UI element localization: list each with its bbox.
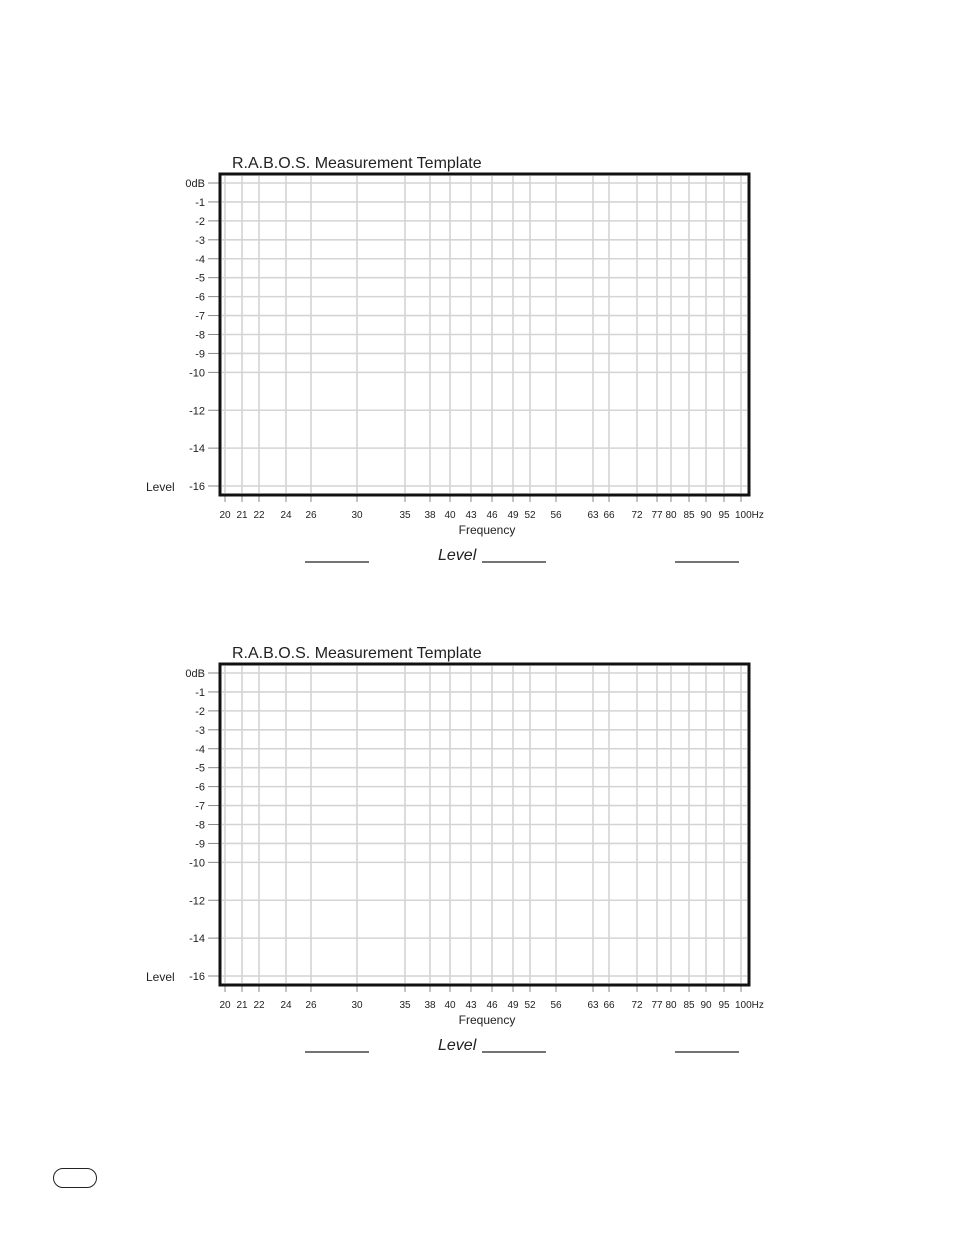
- x-tick-label: 90: [700, 510, 712, 521]
- x-tick-label: 80: [665, 1000, 677, 1011]
- x-tick-label: 63: [587, 510, 599, 521]
- x-tick-label: 30: [351, 1000, 363, 1011]
- rabos-chart-2: R.A.B.O.S. Measurement Template 0dB -1 -2 -3…: [146, 645, 764, 1054]
- x-tick-label: 30: [351, 510, 363, 521]
- y-axis-label: Level: [146, 970, 175, 984]
- rabos-template-2: R.A.B.O.S. Measurement Template 0dB -1 -2 -3…: [0, 635, 954, 1075]
- x-tick-label: 43: [465, 510, 477, 521]
- x-tick-label: 46: [486, 1000, 498, 1011]
- x-tick-label: 40: [444, 510, 456, 521]
- y-tick-label: -7: [195, 311, 205, 323]
- x-tick-label: 90: [700, 1000, 712, 1011]
- x-tick-label: 22: [253, 1000, 265, 1011]
- x-tick-label: 26: [305, 1000, 317, 1011]
- y-tick-label: -2: [195, 706, 205, 718]
- y-tick-label: 0dB: [185, 178, 205, 190]
- y-tick-label: -3: [195, 725, 205, 737]
- x-axis-label: Frequency: [459, 1013, 516, 1027]
- x-tick-label: 22: [253, 510, 265, 521]
- x-tick-label: 95: [718, 1000, 730, 1011]
- y-tick-label: 0dB: [185, 668, 205, 680]
- x-tick-label: 85: [683, 510, 695, 521]
- y-tick-label: -16: [189, 971, 205, 983]
- x-tick-label: 72: [631, 1000, 643, 1011]
- x-tick-label: 21: [236, 1000, 248, 1011]
- y-tick-label: -10: [189, 857, 205, 869]
- x-tick-label: 40: [444, 1000, 456, 1011]
- x-tick-label: 66: [603, 1000, 615, 1011]
- x-tick-label: 66: [603, 510, 615, 521]
- x-tick-label: 26: [305, 510, 317, 521]
- x-tick-label: 56: [550, 1000, 562, 1011]
- y-tick-label: -9: [195, 348, 205, 360]
- x-tick-label: 38: [424, 510, 436, 521]
- x-tick-label: 24: [280, 1000, 292, 1011]
- x-tick-label: 52: [524, 1000, 536, 1011]
- x-tick-label: 43: [465, 1000, 477, 1011]
- gridlines: [208, 176, 747, 502]
- x-tick-label: 21: [236, 510, 248, 521]
- y-tick-label: -4: [195, 744, 205, 756]
- x-tick-label: 80: [665, 510, 677, 521]
- y-tick-label: -16: [189, 481, 205, 493]
- y-tick-label: -4: [195, 254, 205, 266]
- x-tick-label: 52: [524, 510, 536, 521]
- y-tick-label: -9: [195, 838, 205, 850]
- y-tick-label: -1: [195, 197, 205, 209]
- plot-frame: [218, 172, 751, 497]
- y-tick-label: -12: [189, 895, 205, 907]
- x-tick-label: 85: [683, 1000, 695, 1011]
- x-tick-label: 38: [424, 1000, 436, 1011]
- y-tick-label: -7: [195, 801, 205, 813]
- y-tick-label: -8: [195, 820, 205, 832]
- x-tick-label: 20: [219, 1000, 231, 1011]
- y-tick-label: -8: [195, 330, 205, 342]
- y-tick-label: -10: [189, 367, 205, 379]
- y-tick-label: -14: [189, 443, 205, 455]
- y-tick-label: -1: [195, 687, 205, 699]
- y-tick-label: -3: [195, 235, 205, 247]
- x-tick-label: 95: [718, 510, 730, 521]
- y-axis-label: Level: [146, 480, 175, 494]
- x-axis-label: Frequency: [459, 523, 516, 537]
- y-tick-label: -2: [195, 216, 205, 228]
- x-tick-label: 49: [507, 510, 519, 521]
- x-tick-label: 24: [280, 510, 292, 521]
- x-tick-label: 72: [631, 510, 643, 521]
- page-number-tab: [53, 1168, 97, 1188]
- x-tick-label: 46: [486, 510, 498, 521]
- level-caption: Level: [438, 547, 477, 564]
- x-tick-label: 35: [399, 1000, 411, 1011]
- chart-title: R.A.B.O.S. Measurement Template: [232, 155, 482, 172]
- x-tick-label: 100Hz: [735, 510, 764, 521]
- x-tick-label: 77: [651, 510, 663, 521]
- chart-title: R.A.B.O.S. Measurement Template: [232, 645, 482, 662]
- x-tick-label: 56: [550, 510, 562, 521]
- rabos-template-1: R.A.B.O.S. Measurement Template 0dB -1 -2 -3…: [0, 145, 954, 585]
- x-tick-label: 49: [507, 1000, 519, 1011]
- level-caption: Level: [438, 1037, 477, 1054]
- x-tick-label: 63: [587, 1000, 599, 1011]
- y-tick-label: -12: [189, 405, 205, 417]
- x-tick-label: 100Hz: [735, 1000, 764, 1011]
- y-tick-label: -14: [189, 933, 205, 945]
- rabos-chart-1: R.A.B.O.S. Measurement Template 0dB -1 -2 -3…: [146, 155, 764, 564]
- y-tick-label: -6: [195, 292, 205, 304]
- y-tick-label: -5: [195, 273, 205, 285]
- plot-frame: [218, 662, 751, 987]
- y-tick-label: -5: [195, 763, 205, 775]
- gridlines: [208, 666, 747, 992]
- x-tick-label: 77: [651, 1000, 663, 1011]
- x-tick-label: 35: [399, 510, 411, 521]
- x-tick-label: 20: [219, 510, 231, 521]
- y-tick-label: -6: [195, 782, 205, 794]
